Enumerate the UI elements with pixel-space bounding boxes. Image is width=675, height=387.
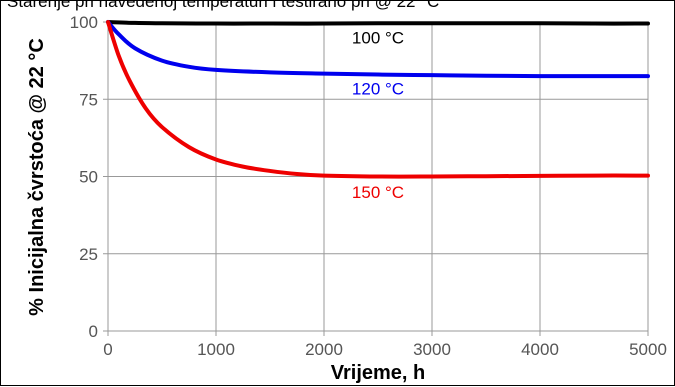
y-tick-label: 50 <box>79 168 98 187</box>
x-tick-label: 2000 <box>305 340 343 359</box>
series-line-1 <box>106 20 650 79</box>
chart-caption: Starenje pri navedenoj temperaturi i tes… <box>7 0 440 11</box>
x-axis-label: Vrijeme, h <box>331 362 426 384</box>
series-label-1: 120 °C <box>352 80 404 99</box>
y-tick-label: 75 <box>79 90 98 109</box>
x-tick-label: 1000 <box>197 340 235 359</box>
y-tick-label: 0 <box>89 322 98 341</box>
y-axis-label: % Inicijalna čvrstoća @ 22 °C <box>26 38 48 316</box>
series-label-0: 100 °C <box>352 29 404 48</box>
series-line-2 <box>106 20 650 179</box>
x-tick-label: 3000 <box>413 340 451 359</box>
x-tick-label: 5000 <box>629 340 667 359</box>
series-line-0 <box>106 20 650 26</box>
x-tick-label: 0 <box>103 340 112 359</box>
y-tick-label: 25 <box>79 245 98 264</box>
series-label-2: 150 °C <box>352 183 404 202</box>
y-tick-label: 100 <box>70 13 98 32</box>
x-tick-label: 4000 <box>521 340 559 359</box>
